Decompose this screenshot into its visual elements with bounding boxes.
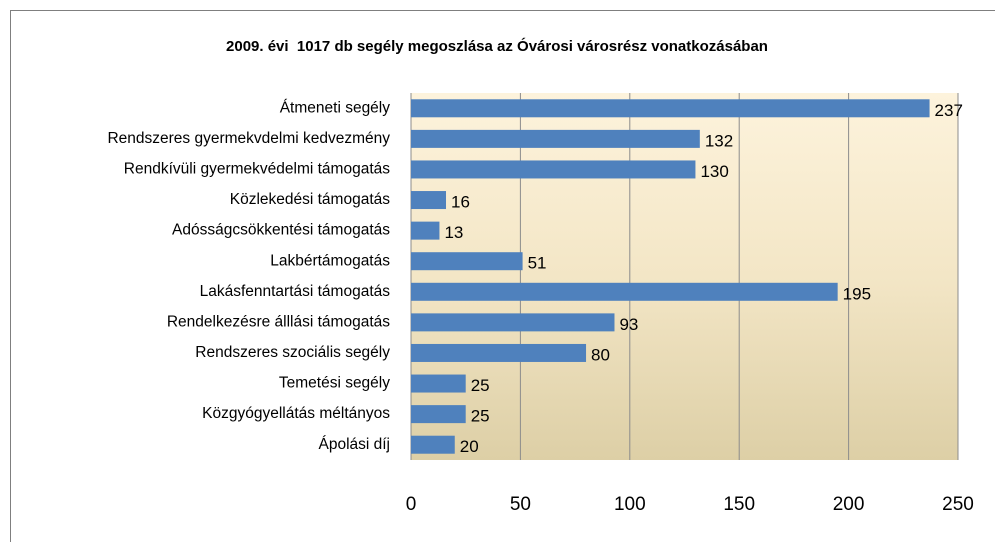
data-label: 195 bbox=[843, 284, 871, 303]
y-tick-label: Lakbértámogatás bbox=[270, 252, 390, 269]
chart-title: 2009. évi 1017 db segély megoszlása az Ó… bbox=[226, 37, 768, 55]
bar bbox=[411, 435, 455, 454]
bar bbox=[411, 221, 440, 240]
x-tick-label: 100 bbox=[614, 494, 646, 515]
y-tick-label: Rendszeres gyermekvdelmi kedvezmény bbox=[107, 130, 390, 147]
bar bbox=[411, 282, 838, 301]
y-tick-label: Átmeneti segély bbox=[280, 99, 391, 116]
y-tick-label: Adósságcsökkentési támogatás bbox=[172, 222, 390, 239]
x-tick-label: 200 bbox=[833, 494, 865, 515]
data-label: 25 bbox=[471, 376, 490, 395]
y-tick-label: Temetési segély bbox=[279, 375, 390, 392]
y-tick-label: Rendelkezésre álllási támogatás bbox=[167, 313, 390, 330]
data-label: 25 bbox=[471, 407, 490, 426]
y-tick-label: Ápolási díj bbox=[318, 436, 390, 453]
data-label: 93 bbox=[619, 315, 638, 334]
bar bbox=[411, 374, 466, 393]
x-tick-label: 250 bbox=[942, 494, 974, 515]
bar bbox=[411, 313, 615, 332]
x-tick-label: 150 bbox=[723, 494, 755, 515]
x-tick-label: 0 bbox=[406, 494, 417, 515]
y-tick-label: Lakásfenntartási támogatás bbox=[200, 283, 391, 300]
data-label: 80 bbox=[591, 345, 610, 364]
plot-area bbox=[411, 93, 958, 460]
bar bbox=[411, 252, 523, 271]
y-tick-label: Rendkívüli gyermekvédelmi támogatás bbox=[124, 161, 390, 178]
x-tick-label: 50 bbox=[510, 494, 531, 515]
bar bbox=[411, 405, 466, 424]
data-label: 51 bbox=[528, 254, 547, 273]
data-label: 237 bbox=[935, 101, 963, 120]
bar bbox=[411, 99, 930, 118]
bar bbox=[411, 343, 587, 362]
bar bbox=[411, 191, 447, 210]
data-label: 20 bbox=[460, 437, 479, 456]
y-tick-label: Rendszeres szociális segély bbox=[195, 344, 390, 361]
data-label: 132 bbox=[705, 131, 733, 150]
y-tick-label: Közgyógyellátás méltányos bbox=[202, 405, 390, 422]
data-label: 130 bbox=[700, 162, 728, 181]
bar bbox=[411, 129, 700, 148]
data-label: 13 bbox=[444, 223, 463, 242]
y-tick-label: Közlekedési támogatás bbox=[230, 191, 391, 208]
data-label: 16 bbox=[451, 193, 470, 212]
bar bbox=[411, 160, 696, 179]
